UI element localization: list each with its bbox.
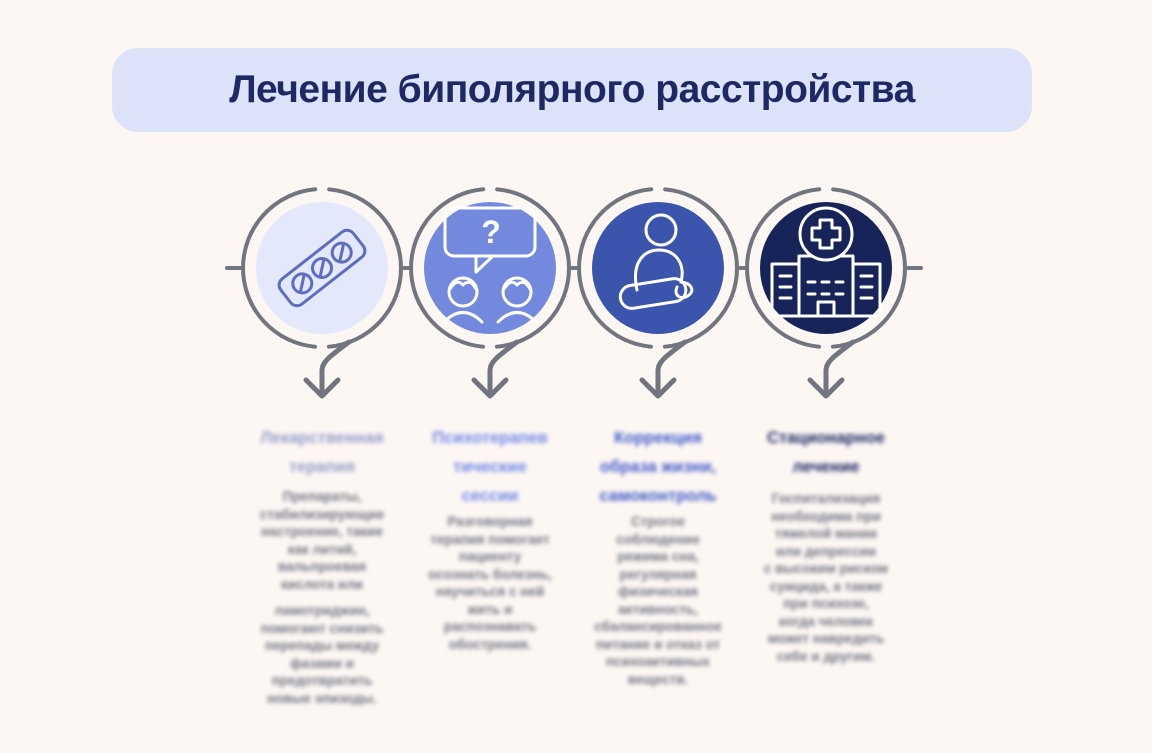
text-line: суицида, а также bbox=[769, 578, 883, 594]
text-line: с высоким риском bbox=[763, 561, 889, 576]
hospital-icon bbox=[770, 206, 882, 318]
text-line: кислота или bbox=[281, 576, 363, 592]
column-text-medication: Препараты, стабилизирующие настроение, так… bbox=[234, 488, 410, 707]
step-circle bbox=[760, 202, 892, 334]
column-text-inpatient: Госпитализация необходима при тяжелой мани… bbox=[738, 490, 914, 665]
text-line: активность, bbox=[618, 601, 698, 617]
column-header-psychotherapy: Психотерапев тические сессии bbox=[402, 424, 578, 511]
down-arrow bbox=[655, 339, 688, 397]
text-line: тяжелой мании bbox=[774, 526, 878, 541]
text-line: вальпроевая bbox=[277, 559, 367, 574]
text-line: Препараты, bbox=[282, 489, 362, 504]
text-line: режима сна, bbox=[617, 549, 699, 564]
text-line: ламотриджин, bbox=[274, 603, 370, 618]
text-line: Психотерапев bbox=[432, 429, 548, 447]
text-line bbox=[234, 593, 410, 602]
down-arrow bbox=[823, 339, 856, 397]
step-circle bbox=[424, 202, 556, 334]
pill-blister-icon bbox=[277, 228, 367, 308]
text-line: образа жизни, bbox=[599, 458, 717, 476]
step-inpatient bbox=[735, 187, 923, 399]
down-arrow-head bbox=[639, 377, 677, 399]
text-line: терапия bbox=[288, 458, 356, 476]
meditation-icon bbox=[618, 213, 694, 310]
steps-diagram: ? bbox=[225, 187, 923, 399]
text-line: физическая bbox=[618, 584, 698, 599]
text-line: при психозе, bbox=[783, 596, 869, 611]
text-line: осознать болезнь, bbox=[428, 566, 552, 582]
text-line: фазами и bbox=[290, 655, 354, 671]
text-line: психоактивных bbox=[605, 654, 711, 669]
page-title: Лечение биполярного расстройства bbox=[229, 68, 915, 111]
text-line: Стационарное bbox=[767, 429, 885, 447]
step-lifestyle bbox=[567, 187, 749, 399]
text-line: может навредить bbox=[767, 631, 885, 646]
step-psychotherapy: ? bbox=[399, 187, 581, 399]
text-line: сессии bbox=[461, 487, 519, 505]
text-line: помогают снизить bbox=[260, 620, 384, 636]
text-line: перепады между bbox=[264, 638, 380, 653]
down-arrow-head bbox=[807, 377, 845, 399]
text-line: необходима при bbox=[771, 508, 881, 524]
text-line: веществ. bbox=[627, 671, 689, 687]
column-header-inpatient: Стационарное лечение bbox=[738, 424, 914, 482]
text-line: новые эпизоды. bbox=[267, 690, 377, 706]
column-text-psychotherapy: Разговорная терапия помогает пациенту осозн… bbox=[402, 513, 578, 653]
column-header-medication: Лекарственная терапия bbox=[234, 424, 410, 482]
text-line: сбалансированное bbox=[594, 619, 722, 634]
down-arrow bbox=[487, 339, 520, 397]
text-line: настроение, такие bbox=[261, 524, 383, 539]
svg-text:?: ? bbox=[481, 214, 501, 250]
down-arrow bbox=[319, 339, 352, 397]
text-line: Коррекция bbox=[614, 429, 702, 447]
text-line: соблюдение bbox=[616, 531, 700, 547]
down-arrow-head bbox=[303, 377, 341, 399]
step-circle bbox=[592, 202, 724, 334]
text-line: когда человек bbox=[778, 613, 874, 629]
text-line: себе и другим. bbox=[776, 648, 876, 664]
column-header-lifestyle: Коррекция образа жизни, самоконтроль bbox=[570, 424, 746, 511]
text-line: распознавать bbox=[443, 619, 537, 634]
text-line: или депрессии bbox=[775, 543, 877, 559]
title-banner: Лечение биполярного расстройства bbox=[112, 48, 1032, 132]
down-arrow-head bbox=[471, 377, 509, 399]
text-line: терапия помогает bbox=[430, 531, 550, 547]
text-line: жить и bbox=[467, 601, 513, 617]
text-line: Лекарственная bbox=[260, 429, 384, 447]
step-medication bbox=[225, 187, 413, 399]
text-line: лечение bbox=[792, 458, 860, 476]
text-line: Строгое bbox=[630, 514, 686, 529]
text-line: питание и отказ от bbox=[595, 636, 721, 652]
column-text-lifestyle: Строгое соблюдение режима сна, регулярная фи… bbox=[570, 513, 746, 688]
text-line: Разговорная bbox=[447, 514, 533, 529]
text-line: как литий, bbox=[287, 541, 357, 557]
text-line: самоконтроль bbox=[599, 487, 717, 505]
text-line: предотвратить bbox=[271, 673, 373, 688]
text-line: тические bbox=[453, 458, 527, 476]
text-line: научиться с ней bbox=[435, 584, 545, 599]
text-line: обострения. bbox=[448, 636, 532, 652]
text-line: стабилизирующие bbox=[259, 506, 385, 522]
text-line: пациенту bbox=[458, 549, 522, 564]
text-line: Госпитализация bbox=[771, 491, 881, 506]
text-line: регулярная bbox=[619, 566, 697, 582]
counseling-icon: ? bbox=[442, 206, 538, 324]
